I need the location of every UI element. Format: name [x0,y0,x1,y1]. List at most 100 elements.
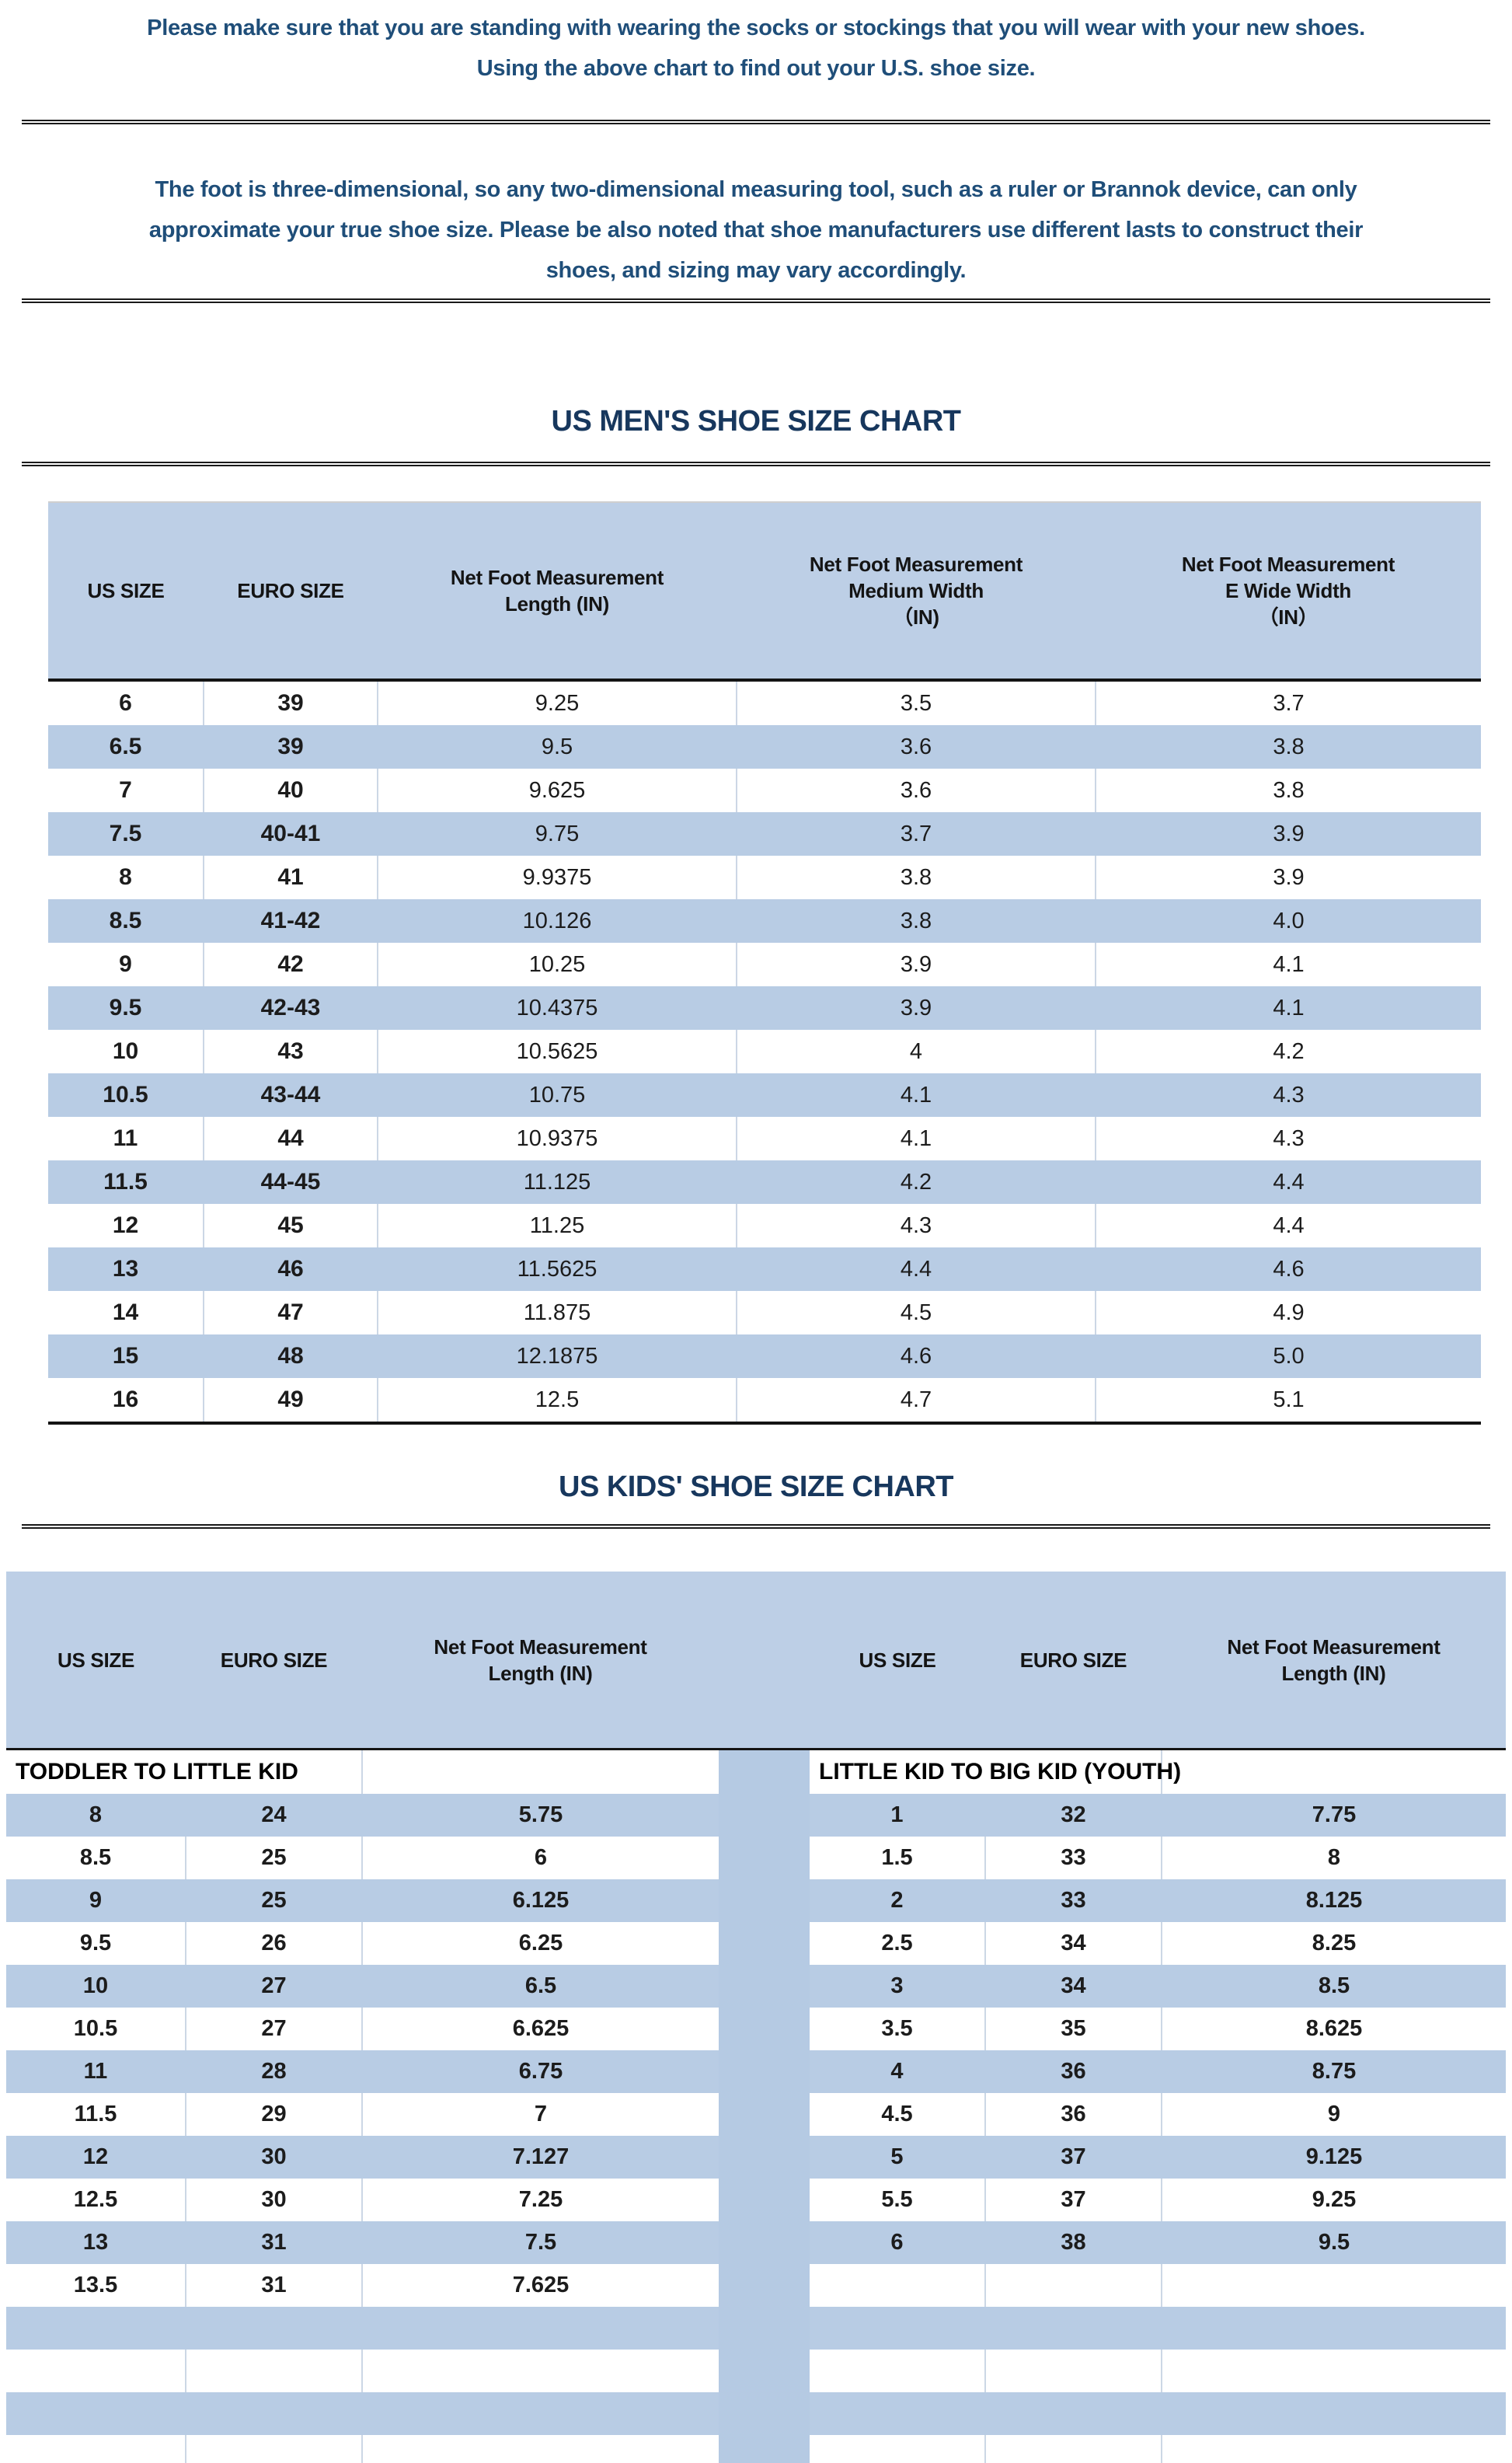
length-cell: 9.9375 [378,856,737,899]
e-wide-width-cell: 5.0 [1096,1334,1481,1378]
euro-size-cell: 37 [985,2179,1162,2221]
measuring-note-line: The foot is three-dimensional, so any tw… [155,177,1357,202]
divider-cell [719,2264,810,2307]
kids-size-table: US SIZE EURO SIZE Net Foot Measurement L… [6,1572,1506,2463]
euro-size-cell [985,2264,1162,2307]
medium-width-cell: 3.8 [737,899,1096,943]
kids-row: 13.5 31 7.625 [6,2264,1506,2307]
column-header-euro-size: EURO SIZE [204,502,378,682]
mens-row: 9 42 10.25 3.9 4.1 [48,943,1481,986]
us-size-cell: 12.5 [6,2179,186,2221]
e-wide-width-cell: 3.8 [1096,769,1481,812]
us-size-cell [6,2350,186,2392]
us-size-cell: 8 [6,1794,186,1837]
column-header-euro-size: EURO SIZE [985,1572,1162,1750]
mens-size-table: US SIZE EURO SIZE Net Foot Measurement L… [48,501,1481,1425]
length-cell: 7.625 [362,2264,719,2307]
medium-width-cell: 3.9 [737,943,1096,986]
us-size-cell: 14 [48,1291,204,1334]
euro-size-cell: 39 [204,680,378,725]
kids-row: 12 30 7.127 5 37 9.125 [6,2136,1506,2179]
divider-cell [719,1794,810,1837]
euro-size-cell [985,2392,1162,2435]
length-cell: 7.5 [362,2221,719,2264]
intro-note-line: Please make sure that you are standing w… [147,16,1365,40]
euro-size-cell: 26 [186,1922,363,1965]
length-cell [362,2392,719,2435]
length-cell [1162,2435,1506,2463]
divider-cell [719,2435,810,2463]
length-cell [1162,2307,1506,2350]
youth-section-label: LITTLE KID TO BIG KID (YOUTH) [810,1749,1181,1794]
euro-size-cell: 42 [204,943,378,986]
length-cell: 10.25 [378,943,737,986]
length-cell: 9.625 [378,769,737,812]
euro-size-cell: 25 [186,1879,362,1922]
e-wide-width-cell: 4.6 [1096,1247,1481,1291]
length-cell: 7.75 [1162,1794,1506,1837]
length-cell: 10.4375 [378,986,737,1030]
column-header-length: Net Foot Measurement Length (IN) [1162,1572,1506,1750]
divider-cell [719,2307,810,2350]
length-cell: 9.25 [1162,2179,1506,2221]
length-cell: 8.125 [1162,1879,1506,1922]
medium-width-cell: 4.6 [737,1334,1096,1378]
mens-row: 10 43 10.5625 4 4.2 [48,1030,1481,1073]
us-size-cell: 2 [810,1879,985,1922]
kids-row: 10.5 27 6.625 3.5 35 8.625 [6,2008,1506,2050]
length-cell: 8 [1162,1837,1506,1879]
medium-width-cell: 3.9 [737,986,1096,1030]
length-cell: 11.125 [378,1160,737,1204]
mens-row: 14 47 11.875 4.5 4.9 [48,1291,1481,1334]
divider-cell [719,2136,810,2179]
mens-row: 8 41 9.9375 3.8 3.9 [48,856,1481,899]
length-cell [362,2350,719,2392]
euro-size-cell: 40-41 [204,812,378,856]
medium-width-cell: 4.5 [737,1291,1096,1334]
divider-cell [719,2350,810,2392]
e-wide-width-cell: 3.9 [1096,812,1481,856]
us-size-cell: 13 [6,2221,186,2264]
length-cell: 5.75 [362,1794,719,1837]
euro-size-cell: 46 [204,1247,378,1291]
horizontal-rule [22,298,1490,303]
section-empty-cell [362,1749,719,1794]
kids-row: 10 27 6.5 3 34 8.5 [6,1965,1506,2008]
mens-row: 10.5 43-44 10.75 4.1 4.3 [48,1073,1481,1117]
length-cell: 10.126 [378,899,737,943]
euro-size-cell: 33 [985,1837,1162,1879]
e-wide-width-cell: 3.9 [1096,856,1481,899]
euro-size-cell: 36 [985,2050,1162,2093]
us-size-cell [6,2392,186,2435]
us-size-cell: 13 [48,1247,204,1291]
medium-width-cell: 4.1 [737,1073,1096,1117]
kids-row: 8 24 5.75 1 32 7.75 [6,1794,1506,1837]
divider-cell [719,1922,810,1965]
euro-size-cell: 39 [204,725,378,769]
horizontal-rule [22,120,1490,124]
euro-size-cell: 44 [204,1117,378,1160]
medium-width-cell: 3.6 [737,769,1096,812]
euro-size-cell: 27 [186,1965,362,2008]
euro-size-cell: 42-43 [204,986,378,1030]
e-wide-width-cell: 4.3 [1096,1117,1481,1160]
length-cell [1162,2392,1506,2435]
length-cell: 7.25 [362,2179,719,2221]
divider-cell [719,1749,810,1794]
e-wide-width-cell: 4.0 [1096,899,1481,943]
us-size-cell: 1.5 [810,1837,986,1879]
us-size-cell: 11.5 [48,1160,204,1204]
euro-size-cell [985,2350,1162,2392]
e-wide-width-cell: 4.9 [1096,1291,1481,1334]
divider-cell [719,2008,810,2050]
us-size-cell: 4.5 [810,2093,986,2136]
length-cell: 9.5 [378,725,737,769]
us-size-cell: 12 [48,1204,204,1247]
us-size-cell: 11 [48,1117,204,1160]
divider-column-header [719,1572,810,1750]
length-cell: 12.1875 [378,1334,737,1378]
kids-section-row: TODDLER TO LITTLE KID LITTLE KID TO BIG … [6,1749,1506,1794]
euro-size-cell: 34 [985,1965,1162,2008]
e-wide-width-cell: 4.1 [1096,943,1481,986]
